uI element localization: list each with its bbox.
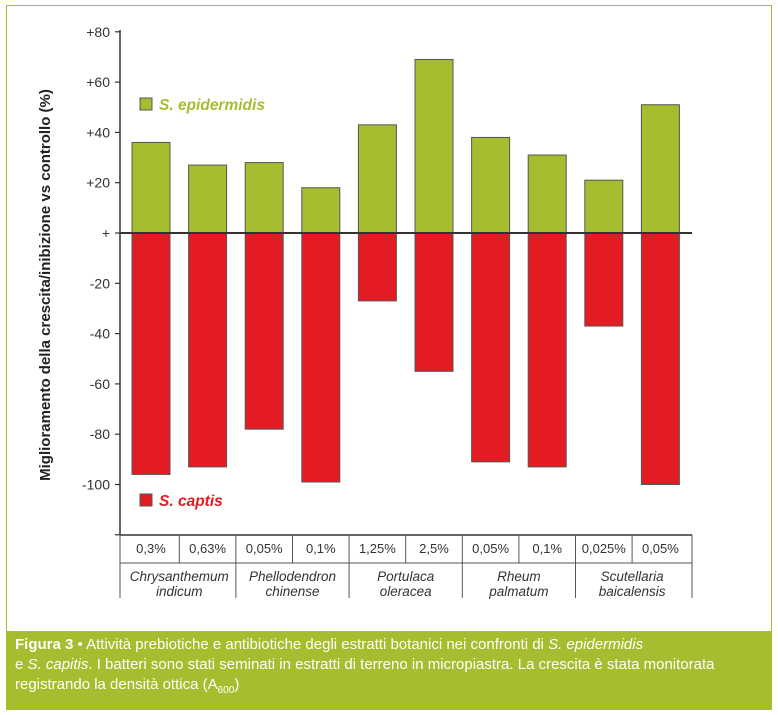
legend-swatch [139,97,153,111]
y-tick-label: + [102,225,110,241]
category-label: 0,05% [472,541,509,556]
category-label: 0,025% [582,541,627,556]
y-tick-label: -40 [90,326,110,342]
group-label-line2: oleracea [380,584,432,599]
y-tick-label: -100 [82,477,110,493]
group-label-line2: chinense [265,584,319,599]
caption-text-3: . I batteri sono stati seminati in estra… [15,656,715,693]
y-tick-label: -80 [90,426,110,442]
category-label: 0,1% [306,541,336,556]
y-tick-label: +80 [86,24,110,40]
bar-s-epidermidis [584,179,624,234]
caption-text-1: Attività prebiotiche e antibiotiche degl… [86,636,549,653]
bar-chart: +80 +60 +40 +20 + -20 -40 -60 -80 -100 0,3% 0,63% 0,… [37,24,693,599]
caption-separator: • [73,636,87,653]
bar-s-epidermidis [188,164,228,234]
legend-label: S. epidermidis [159,97,265,114]
category-label: 0,3% [136,541,166,556]
bar-s-epidermidis [357,124,397,234]
category-label: 2,5% [419,541,449,556]
category-label: 0,05% [246,541,283,556]
bar-s-captis [301,232,341,483]
group-label-line1: Chrysanthemum [130,569,229,584]
legend-swatch [139,493,153,507]
bar-s-epidermidis [244,162,284,234]
legend-label: S. captis [159,493,223,510]
y-tick-label: +20 [86,175,110,191]
bar-s-captis [640,232,680,485]
group-label-line2: indicum [156,584,203,599]
bar-s-captis [357,232,397,302]
caption-species-1: S. epidermidis [548,636,644,653]
category-label: 0,1% [532,541,562,556]
caption-figure-label: Figura 3 [15,636,74,653]
bar-s-epidermidis [414,58,454,234]
y-tick-label: +40 [86,124,110,140]
caption-text-2: e [15,656,28,673]
caption-text-4: ) [234,676,240,693]
group-label-line1: Scutellaria [601,569,665,584]
category-label: 1,25% [359,541,396,556]
caption-subscript: 600 [217,685,235,696]
group-label-line2: palmatum [488,584,548,599]
group-label-line1: Portulaca [377,569,435,584]
bar-s-epidermidis [471,136,511,234]
bar-s-captis [584,232,624,327]
y-tick-label: +60 [86,74,110,90]
bar-s-captis [188,232,228,468]
group-label-line1: Rheum [497,569,541,584]
category-label: 0,05% [642,541,679,556]
category-label: 0,63% [189,541,226,556]
bar-s-epidermidis [131,141,171,234]
group-label-line1: Phellodendron [249,569,336,584]
bar-s-captis [131,232,171,475]
bar-s-epidermidis [527,154,567,234]
y-axis-title: Miglioramento della crescita/inibizione … [37,89,54,481]
bar-s-captis [471,232,511,463]
y-tick-label: -20 [90,275,110,291]
bar-s-captis [527,232,567,468]
bar-s-captis [244,232,284,430]
group-label-line2: baicalensis [599,584,666,599]
figure-caption: Figura 3 • Attività prebiotiche e antibi… [7,631,771,709]
y-tick-label: -60 [90,376,110,392]
bar-s-epidermidis [301,187,341,234]
caption-species-2: S. capitis [27,656,89,673]
bar-s-epidermidis [640,104,680,234]
bar-s-captis [414,232,454,372]
